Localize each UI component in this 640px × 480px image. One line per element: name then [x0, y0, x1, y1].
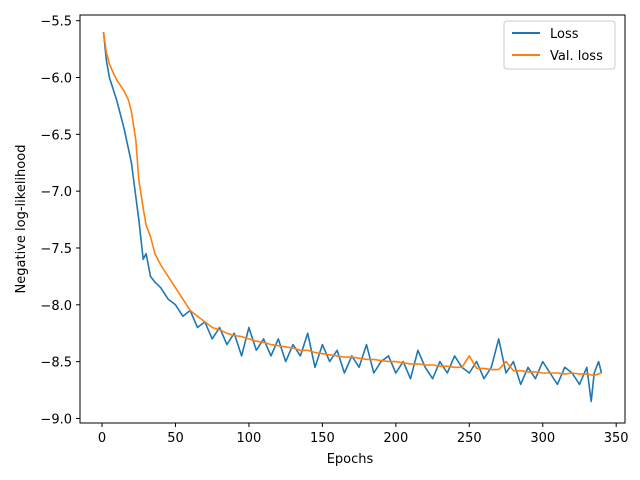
- legend: Loss Val. loss: [503, 20, 616, 70]
- y-tick-label: −9.0: [40, 412, 72, 427]
- x-axis-ticks: 0 50 100 150 200 250 300 350: [98, 423, 629, 446]
- y-tick-label: −6.5: [40, 128, 72, 143]
- x-tick-label: 150: [310, 431, 335, 446]
- y-tick-label: −7.0: [40, 185, 72, 200]
- x-axis-label: Epochs: [327, 452, 374, 467]
- x-tick-label: 250: [457, 431, 482, 446]
- plot-frame: [79, 14, 626, 424]
- series-line-loss: [102, 31, 603, 403]
- x-tick-label: 50: [167, 431, 184, 446]
- legend-label-val-loss: Val. loss: [550, 49, 603, 64]
- y-tick-label: −6.0: [40, 72, 72, 87]
- y-tick-label: −7.5: [40, 242, 72, 257]
- y-tick-label: −8.5: [40, 356, 72, 371]
- x-tick-label: 350: [604, 431, 629, 446]
- y-tick-label: −5.5: [40, 15, 72, 30]
- plot-lines: [102, 31, 603, 403]
- x-tick-label: 200: [383, 431, 408, 446]
- y-axis-ticks: −5.5 −6.0 −6.5 −7.0 −7.5 −8.0 −8.5 −9.0: [40, 15, 80, 427]
- series-line-val-loss: [102, 31, 602, 377]
- x-tick-label: 300: [530, 431, 555, 446]
- legend-label-loss: Loss: [550, 27, 579, 42]
- y-tick-label: −8.0: [40, 299, 72, 314]
- x-tick-label: 100: [237, 431, 262, 446]
- x-tick-label: 0: [98, 431, 106, 446]
- y-axis-label: Negative log-likelihood: [14, 145, 29, 294]
